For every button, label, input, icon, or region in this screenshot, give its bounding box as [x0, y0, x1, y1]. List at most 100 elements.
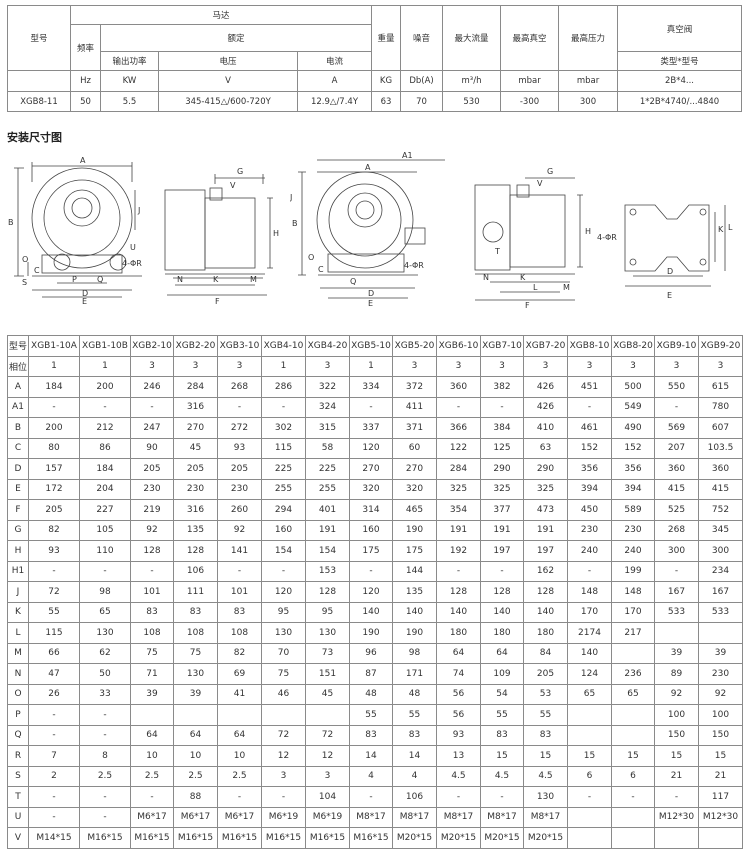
value-cell: 200 [28, 417, 80, 439]
value-cell [567, 704, 612, 726]
dimension-label: G [237, 167, 243, 176]
value-cell: 533 [654, 601, 699, 623]
unit-cell: A [296, 70, 373, 92]
dimension-label: E [368, 299, 373, 308]
value-cell: 54 [480, 683, 524, 705]
value-cell: 3 [305, 765, 350, 787]
value-cell: 144 [392, 560, 437, 582]
value-cell: 83 [523, 724, 568, 746]
value-cell: 247 [130, 417, 174, 439]
value-cell: 300 [698, 540, 743, 562]
value-cell: 314 [349, 499, 393, 521]
value-cell: 39 [698, 642, 743, 664]
value-cell: 219 [130, 499, 174, 521]
value-cell: M6*17 [173, 806, 218, 828]
value-cell [173, 704, 218, 726]
value-cell: 80 [28, 437, 80, 459]
value-cell: 75 [173, 642, 218, 664]
value-cell: 148 [611, 581, 655, 603]
value-cell [611, 806, 655, 828]
value-cell: 230 [611, 519, 655, 541]
dimension-label: K [520, 273, 526, 282]
value-cell: 240 [567, 540, 612, 562]
value-cell: 125 [480, 437, 524, 459]
value-cell: 135 [173, 519, 218, 541]
base-labels: 4-ΦR K L D E [597, 223, 733, 300]
model-header-cell: XGB3-10 [217, 335, 262, 357]
value-cell: 72 [305, 724, 350, 746]
value-cell: 10 [217, 745, 262, 767]
header-valve-type: 类型*型号 [617, 51, 743, 71]
value-cell: M16*15 [217, 827, 262, 849]
value-cell: - [217, 786, 262, 808]
value-cell: 100 [698, 704, 743, 726]
value-cell: 64 [173, 724, 218, 746]
value-cell: M6*17 [130, 806, 174, 828]
value-cell: M8*17 [480, 806, 524, 828]
spec-cell: 300 [558, 91, 619, 112]
value-cell: 39 [173, 683, 218, 705]
dimension-label: T [494, 247, 500, 256]
value-cell: 72 [28, 581, 80, 603]
value-cell: 83 [217, 601, 262, 623]
dimension-label: J [137, 206, 140, 215]
value-cell: - [79, 786, 131, 808]
value-cell [654, 827, 699, 849]
dimension-label: F [525, 301, 530, 310]
value-cell: 167 [698, 581, 743, 603]
model-header-cell: XGB8-20 [611, 335, 655, 357]
value-cell: 272 [217, 417, 262, 439]
value-cell: 64 [130, 724, 174, 746]
value-cell: 207 [654, 437, 699, 459]
value-cell: 473 [523, 499, 568, 521]
value-cell: 55 [392, 704, 437, 726]
value-cell: - [217, 396, 262, 418]
dimension-label: C [318, 265, 324, 274]
value-cell: 120 [261, 581, 306, 603]
value-cell: 12 [261, 745, 306, 767]
table-row: H1- - -106- -153-144- -162-199-234 [7, 560, 743, 582]
value-cell: 93 [436, 724, 481, 746]
side-view-2-drawing: GV H T N KL M F [474, 167, 591, 310]
value-cell [305, 704, 350, 726]
value-cell: 75 [261, 663, 306, 685]
value-cell: 82 [28, 519, 80, 541]
table-row: J 72 98 101 111 101 120 128 120 135 128 128 128 148 14… [7, 581, 743, 603]
value-cell: 128 [130, 540, 174, 562]
value-cell: 382 [480, 376, 524, 398]
value-cell: - [28, 560, 80, 582]
value-cell: 205 [523, 663, 568, 685]
value-cell: M6*19 [261, 806, 306, 828]
value-cell: 284 [173, 376, 218, 398]
model-header-cell: XGB9-10 [654, 335, 699, 357]
value-cell [611, 724, 655, 746]
value-cell: 190 [392, 519, 437, 541]
value-cell: 284 [436, 458, 481, 480]
dimension-label: L [533, 283, 538, 292]
value-cell: 240 [611, 540, 655, 562]
value-cell: 111 [173, 581, 218, 603]
value-cell: 3 [436, 355, 481, 377]
value-cell: M12*30 [698, 806, 743, 828]
value-cell: 92 [654, 683, 699, 705]
units-row: Hz KW V A KG Db(A) m³/h mbar mbar 2B*4... [7, 70, 743, 92]
value-cell: 324 [305, 396, 350, 418]
value-cell: - [79, 560, 131, 582]
value-cell: 325 [480, 478, 524, 500]
value-cell: M20*15 [436, 827, 481, 849]
value-cell: 162 [523, 560, 568, 582]
value-cell: 86 [79, 437, 131, 459]
value-cell: 500 [611, 376, 655, 398]
value-cell: 615 [698, 376, 743, 398]
value-cell: - [349, 786, 393, 808]
value-cell: M16*15 [173, 827, 218, 849]
value-cell: 70 [261, 642, 306, 664]
spec-cell: 50 [70, 91, 101, 112]
header-frequency: 频率 [70, 24, 101, 71]
value-cell: - [480, 786, 524, 808]
value-cell: - [654, 396, 699, 418]
dimension-label: U [130, 243, 136, 252]
value-cell: 270 [173, 417, 218, 439]
value-cell: 140 [436, 601, 481, 623]
value-cell: 4 [349, 765, 393, 787]
